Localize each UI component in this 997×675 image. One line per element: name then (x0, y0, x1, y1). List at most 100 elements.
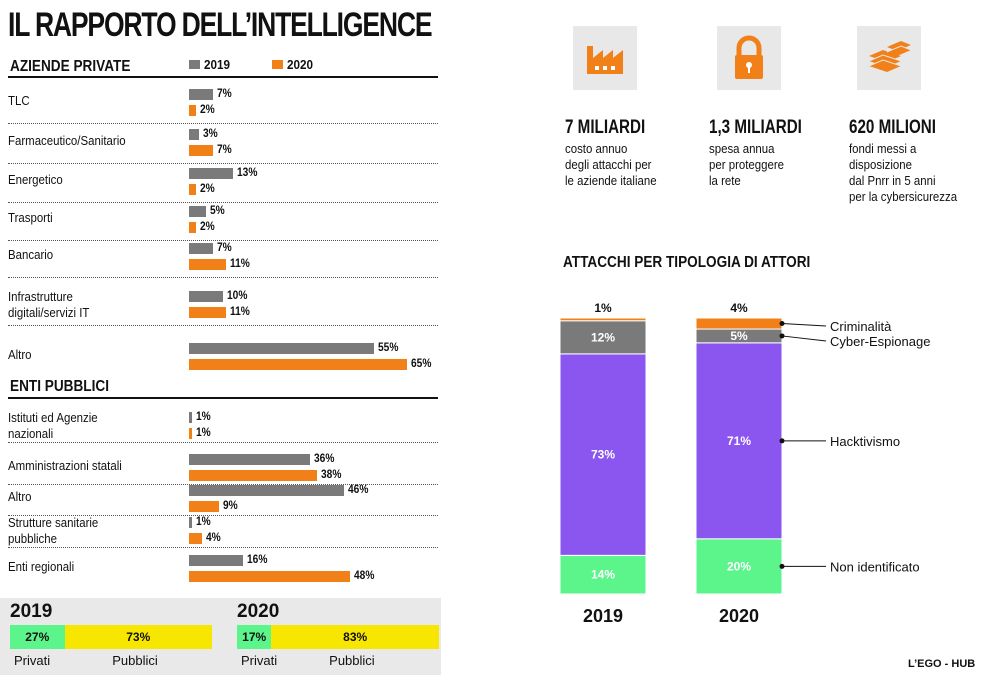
stack-seg-hacktivismo (559, 353, 647, 556)
stack-seg-label: 12% (591, 330, 615, 344)
public-bar-2020 (189, 470, 317, 481)
stack-seg-nonidentificato (695, 538, 783, 595)
private-divider (8, 202, 438, 203)
private-value-2020: 7% (216, 142, 232, 156)
private-value-2020: 11% (229, 304, 250, 318)
public-label-line: Enti regionali (8, 559, 75, 574)
legend-2019-swatch (189, 60, 200, 69)
public-bar-2019 (189, 412, 193, 423)
stack-seg-cyberespionage (559, 320, 647, 355)
private-bar-2019 (189, 129, 200, 140)
private-divider (8, 277, 438, 278)
private-label: Altro (8, 347, 32, 363)
public-bar-2020 (189, 501, 220, 512)
private-bar-2019 (189, 89, 213, 100)
footer-pubblici-bar: 83% (271, 625, 439, 649)
stack-year-label: 2019 (583, 606, 623, 626)
footer-privati-bar: 17% (237, 625, 272, 649)
private-label: Bancario (8, 247, 53, 263)
actors-stacked-chart: 14% 73% 12% 1% 2019 20% Non identificato 71% Hac… (559, 301, 930, 626)
stack-series-label: Cyber-Espionage (830, 334, 930, 349)
private-label-line: Altro (8, 347, 32, 362)
footer-year: 2019 (10, 601, 53, 622)
public-value-2019: 1% (196, 409, 212, 423)
private-label: TLC (8, 93, 30, 109)
public-value-2019: 36% (313, 451, 335, 465)
private-value-2020: 2% (199, 181, 215, 195)
private-bar-2019 (189, 206, 206, 217)
public-label-line: Istituti ed Agenzie (8, 410, 98, 425)
public-value-2019: 1% (196, 514, 212, 528)
public-label-line: nazionali (8, 426, 54, 441)
stack-seg-label: 73% (591, 448, 615, 462)
private-bar-2020 (189, 259, 226, 270)
legend-2020-label: 2020 (287, 57, 314, 72)
public-value-2020: 9% (223, 498, 238, 512)
section-private-rule (8, 76, 438, 78)
private-divider (8, 123, 438, 124)
stack-seg-hacktivismo (695, 342, 783, 540)
footer-pubblici-label: Pubblici (112, 653, 158, 668)
public-bar-2020 (189, 428, 193, 439)
private-label: Farmaceutico/Sanitario (8, 133, 126, 149)
stat-value: 620 MILIONI (849, 117, 936, 138)
private-label-line: digitali/servizi IT (8, 305, 90, 320)
stack-year-label: 2020 (719, 606, 759, 626)
private-value-2020: 2% (199, 102, 215, 116)
public-value-2020: 1% (196, 425, 212, 439)
public-label: Enti regionali (8, 559, 74, 575)
private-value-2019: 13% (236, 165, 258, 179)
private-divider (8, 325, 438, 326)
credit: L’EGO - HUB (908, 658, 976, 670)
footer-pubblici-label: Pubblici (329, 653, 375, 668)
stack-series-label: Hacktivismo (830, 434, 900, 449)
private-value-2019: 7% (216, 86, 232, 100)
section-public-rule (8, 397, 438, 399)
stack-leader-line (781, 335, 827, 342)
private-bar-2020 (189, 307, 226, 318)
footer-pubblici-bar: 73% (64, 625, 212, 649)
private-bar-2019 (189, 343, 374, 354)
stack-leader-dot (779, 333, 785, 339)
private-label: Infrastrutture digitali/servizi IT (8, 289, 89, 321)
stack-seg-criminalit (559, 317, 647, 322)
stack-seg-label: 14% (591, 568, 615, 582)
public-divider (8, 515, 438, 516)
private-label-line: Bancario (8, 247, 54, 262)
section-private-title: AZIENDE PRIVATE (10, 58, 131, 75)
stack-series-label: Non identificato (830, 559, 920, 574)
private-label-line: Farmaceutico/Sanitario (8, 133, 126, 148)
public-label-line: Amministrazioni statali (8, 458, 122, 473)
public-bar-2019 (189, 485, 344, 496)
stack-leader-dot (779, 321, 785, 327)
private-label-line: TLC (8, 93, 30, 108)
stack-seg-label: 20% (727, 559, 751, 573)
public-bar-2020 (189, 533, 203, 544)
private-value-2019: 10% (226, 288, 248, 302)
stack-seg-criminalit (695, 317, 783, 330)
private-bar-2019 (189, 168, 233, 179)
stack-seg-nonidentificato (559, 554, 647, 595)
private-value-2020: 65% (411, 356, 432, 370)
stat-text: spesa annua per proteggere la rete (709, 141, 785, 188)
section-public-title: ENTI PUBBLICI (10, 378, 109, 395)
public-label: Istituti ed Agenzie nazionali (8, 410, 98, 442)
public-label: Altro (8, 489, 32, 505)
page-title: IL RAPPORTO DELL’INTELLIGENCE (8, 6, 433, 44)
stack-seg-label: 5% (730, 329, 748, 343)
footer-privati-bar: 27% (10, 625, 65, 649)
private-bar-2019 (189, 243, 213, 254)
private-bar-2020 (189, 184, 196, 195)
public-value-2019: 46% (347, 482, 368, 496)
private-value-2019: 7% (216, 240, 232, 254)
private-bar-2019 (189, 291, 223, 302)
stat-value: 1,3 MILIARDI (709, 117, 802, 138)
public-value-2020: 4% (206, 530, 222, 544)
public-divider (8, 442, 438, 443)
private-value-2020: 2% (199, 219, 215, 233)
stat-text: costo annuo degli attacchi per le aziend… (565, 141, 657, 188)
public-value-2019: 16% (246, 552, 268, 566)
stack-leader-dot (779, 563, 785, 569)
footer-privati-label: Privati (14, 653, 51, 668)
private-bar-2020 (189, 222, 196, 233)
